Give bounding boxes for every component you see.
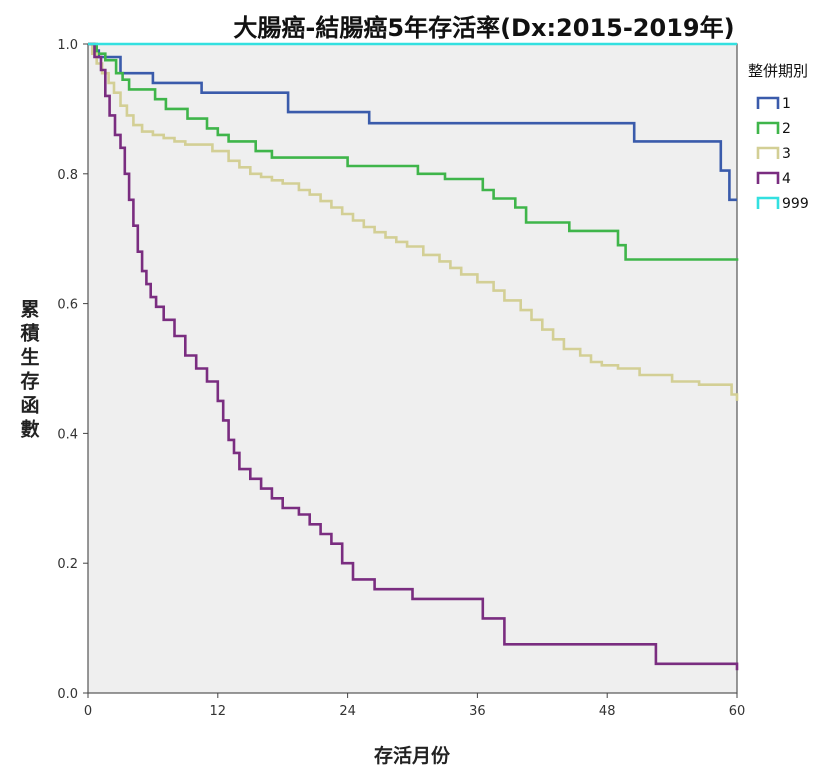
x-tick-label: 48 [599, 704, 616, 719]
y-tick-label: 0.8 [57, 168, 78, 183]
legend-swatch-2 [756, 121, 780, 134]
y-tick-label: 0.6 [57, 298, 78, 313]
y-tick-label: 0.4 [57, 427, 78, 442]
legend-swatch-1 [756, 96, 780, 109]
x-axis: 0 12 24 36 48 60 [84, 693, 745, 719]
legend-label-3: 3 [782, 146, 791, 162]
legend-title: 整併期別 [748, 62, 808, 80]
legend-swatch-999 [756, 196, 780, 209]
y-axis-label: 累積生存函數 [20, 299, 39, 441]
x-axis-label: 存活月份 [374, 744, 451, 767]
y-tick-label: 0.0 [57, 687, 78, 702]
legend-label-4: 4 [782, 171, 791, 187]
series-lines [88, 42, 739, 671]
legend-swatch-3 [756, 146, 780, 159]
x-tick-label: 0 [84, 704, 92, 719]
legend-label-2: 2 [782, 121, 791, 137]
chart-title: 大腸癌-結腸癌5年存活率(Dx:2015-2019年) [233, 14, 734, 42]
series-line-3 [88, 42, 739, 401]
y-tick-label: 1.0 [57, 38, 78, 53]
y-axis: 0.0 0.2 0.4 0.6 0.8 1.0 [57, 38, 88, 702]
y-tick-label: 0.2 [57, 557, 78, 572]
legend-swatch-4 [756, 171, 780, 184]
x-tick-label: 24 [339, 704, 356, 719]
series-line-4 [88, 42, 739, 671]
legend-label-1: 1 [782, 96, 791, 112]
legend: 整併期別 1 2 3 4 999 [748, 62, 809, 212]
x-tick-label: 12 [210, 704, 227, 719]
legend-label-999: 999 [782, 196, 809, 212]
x-tick-label: 36 [469, 704, 486, 719]
series-line-2 [88, 42, 739, 261]
x-tick-label: 60 [729, 704, 746, 719]
